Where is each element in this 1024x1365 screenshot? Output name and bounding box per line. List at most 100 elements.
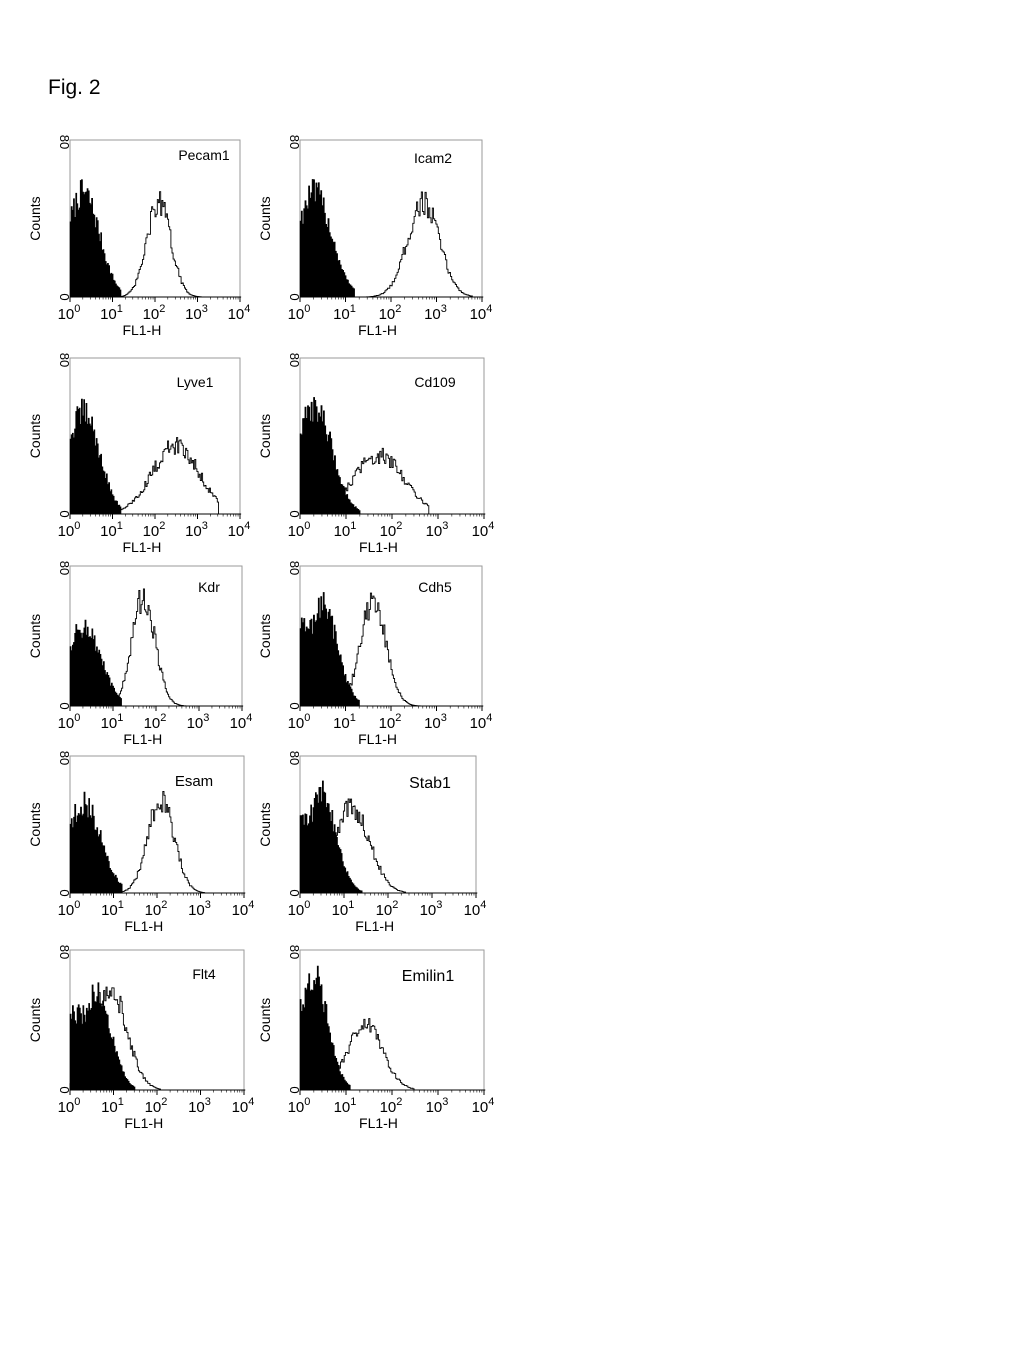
y-tick-label: 80	[287, 353, 302, 367]
x-axis-label: FL1-H	[358, 322, 397, 338]
x-tick-label: 102	[145, 1096, 168, 1116]
x-axis-label: FL1-H	[359, 1115, 398, 1131]
y-tick-label: 80	[57, 353, 72, 367]
panel-title: Esam	[175, 773, 213, 790]
y-tick-label: 0	[287, 293, 302, 300]
y-axis-label: Counts	[257, 414, 273, 458]
x-tick-label: 103	[426, 1096, 449, 1116]
x-tick-label: 100	[288, 520, 311, 540]
histogram-panel: 100 101 102 103 104 0 80 FL1-H Counts Icam2	[257, 135, 492, 338]
y-axis-label: Counts	[27, 998, 43, 1042]
control-histogram	[299, 780, 478, 894]
y-tick-label: 80	[287, 135, 302, 149]
x-tick-label: 100	[58, 712, 81, 732]
histogram-panel: 100 101 102 103 104 0 80 FL1-H Counts Lyve1	[27, 353, 250, 555]
histogram-panel: 100 101 102 103 104 0 80 FL1-H Counts Pecam1	[27, 135, 250, 338]
panel-title: Stab1	[409, 775, 451, 792]
x-tick-label: 104	[232, 899, 255, 919]
y-tick-label: 80	[57, 945, 72, 959]
x-tick-label: 104	[470, 303, 493, 323]
histogram-panel: 100 101 102 103 104 0 80 FL1-H Counts Kdr	[27, 561, 252, 747]
x-tick-label: 100	[58, 303, 81, 323]
y-tick-label: 80	[287, 561, 302, 575]
x-tick-label: 100	[288, 899, 311, 919]
x-tick-label: 100	[288, 1096, 311, 1116]
marker-histogram	[70, 791, 246, 894]
x-tick-label: 100	[58, 520, 81, 540]
y-tick-label: 80	[287, 945, 302, 959]
x-tick-label: 103	[188, 899, 211, 919]
x-tick-label: 102	[380, 1096, 403, 1116]
x-tick-label: 101	[334, 1096, 357, 1116]
control-histogram	[69, 619, 244, 707]
x-tick-label: 100	[288, 303, 311, 323]
histogram-panel: 100 101 102 103 104 0 80 FL1-H Counts Cd109	[257, 353, 494, 555]
x-tick-label: 100	[288, 712, 311, 732]
x-tick-label: 103	[185, 520, 208, 540]
y-tick-label: 80	[57, 751, 72, 765]
x-tick-label: 101	[101, 712, 124, 732]
marker-histogram	[300, 592, 484, 707]
panel-title: Cdh5	[418, 579, 452, 595]
panel-title: Icam2	[414, 150, 452, 166]
x-tick-label: 103	[420, 899, 443, 919]
x-tick-label: 100	[58, 1096, 81, 1116]
x-tick-label: 104	[464, 899, 487, 919]
x-tick-label: 104	[232, 1096, 255, 1116]
histogram-panel: 100 101 102 103 104 0 80 FL1-H Counts Flt4	[27, 945, 254, 1131]
y-tick-label: 0	[57, 702, 72, 709]
x-axis-label: FL1-H	[122, 322, 161, 338]
x-axis-label: FL1-H	[359, 539, 398, 555]
x-axis-label: FL1-H	[358, 731, 397, 747]
x-tick-label: 103	[426, 520, 449, 540]
x-tick-label: 101	[333, 712, 356, 732]
y-axis-label: Counts	[27, 196, 43, 240]
x-axis-label: FL1-H	[122, 539, 161, 555]
x-axis-label: FL1-H	[124, 1115, 163, 1131]
y-tick-label: 0	[57, 889, 72, 896]
control-histogram	[69, 179, 242, 298]
y-axis-label: Counts	[27, 414, 43, 458]
x-tick-label: 102	[379, 712, 402, 732]
y-axis-label: Counts	[257, 614, 273, 658]
histogram-panel: 100 101 102 103 104 0 80 FL1-H Counts Emilin1	[257, 945, 494, 1131]
x-tick-label: 101	[333, 303, 356, 323]
x-tick-label: 101	[101, 1096, 124, 1116]
x-tick-label: 101	[100, 303, 123, 323]
x-tick-label: 103	[188, 1096, 211, 1116]
x-tick-label: 101	[334, 520, 357, 540]
control-histogram	[299, 592, 484, 707]
x-tick-label: 102	[143, 303, 166, 323]
control-histogram	[299, 397, 486, 515]
figure-title: Fig. 2	[48, 76, 101, 99]
y-tick-label: 0	[287, 1086, 302, 1093]
x-axis-label: FL1-H	[124, 918, 163, 934]
x-tick-label: 104	[228, 520, 251, 540]
marker-histogram	[69, 986, 246, 1091]
panel-title: Emilin1	[402, 968, 455, 985]
y-axis-label: Counts	[257, 802, 273, 846]
panel-title: Flt4	[192, 966, 216, 982]
x-tick-label: 102	[143, 520, 166, 540]
x-tick-label: 103	[185, 303, 208, 323]
y-axis-label: Counts	[257, 998, 273, 1042]
x-tick-label: 104	[228, 303, 251, 323]
marker-histogram	[70, 191, 242, 298]
x-tick-label: 103	[187, 712, 210, 732]
x-tick-label: 103	[424, 303, 447, 323]
x-tick-label: 102	[145, 899, 168, 919]
histogram-panel: 100 101 102 103 104 0 80 FL1-H Counts Cdh5	[257, 561, 492, 747]
y-tick-label: 0	[57, 1086, 72, 1093]
x-tick-label: 104	[230, 712, 253, 732]
x-tick-label: 104	[472, 520, 495, 540]
histogram-panel: 100 101 102 103 104 0 80 FL1-H Counts Esam	[27, 751, 254, 934]
x-tick-label: 102	[144, 712, 167, 732]
x-tick-label: 104	[472, 1096, 495, 1116]
x-tick-label: 102	[380, 520, 403, 540]
y-tick-label: 0	[287, 702, 302, 709]
y-tick-label: 80	[57, 561, 72, 575]
y-tick-label: 0	[57, 293, 72, 300]
panel-title: Cd109	[414, 374, 455, 390]
y-tick-label: 0	[57, 510, 72, 517]
control-histogram	[299, 965, 486, 1091]
